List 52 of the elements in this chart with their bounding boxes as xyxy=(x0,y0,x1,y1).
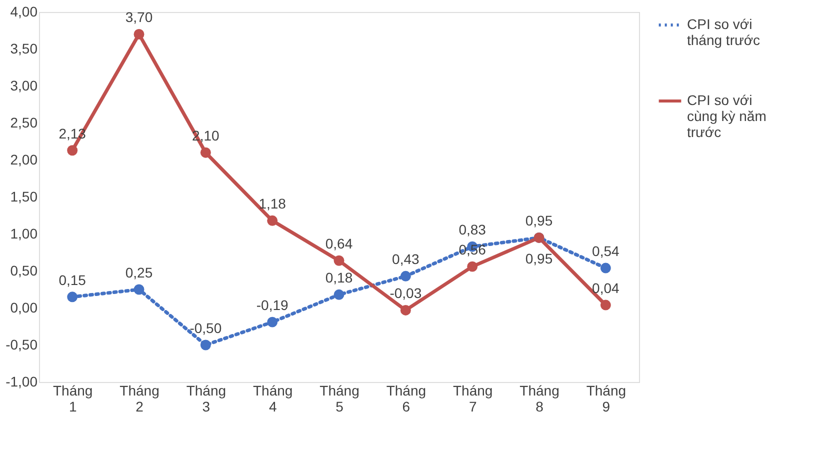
x-tick-label: Tháng 2 xyxy=(120,382,160,414)
point xyxy=(200,340,211,350)
data-label: 0,18 xyxy=(325,270,353,286)
point xyxy=(200,147,211,158)
y-tick-label: 2,50 xyxy=(10,114,38,130)
x-tick-label: Tháng 3 xyxy=(186,382,226,414)
legend-label: CPI so với tháng trước xyxy=(687,16,760,48)
point xyxy=(67,145,78,156)
data-label: 0,25 xyxy=(125,264,153,280)
point xyxy=(600,262,611,274)
legend-label: CPI so với cùng kỳ năm trước xyxy=(687,92,766,140)
y-tick-label: 3,00 xyxy=(10,78,38,94)
x-tick-label: Tháng 8 xyxy=(520,382,560,414)
x-tick-label: Tháng 1 xyxy=(52,382,93,414)
data-label: 3,70 xyxy=(125,9,153,26)
point xyxy=(67,292,78,302)
x-tick-label: Tháng 6 xyxy=(386,382,426,414)
point xyxy=(467,261,478,272)
point xyxy=(400,270,411,282)
point xyxy=(334,255,344,266)
data-label: 1,18 xyxy=(258,196,286,212)
y-tick-label: 3,50 xyxy=(10,40,38,56)
data-label: 0,43 xyxy=(392,251,420,268)
x-tick-label: Tháng 7 xyxy=(452,382,493,414)
point xyxy=(134,284,144,295)
y-tick-label: 2,00 xyxy=(10,152,38,168)
point xyxy=(400,304,411,316)
data-label: 0,83 xyxy=(458,222,486,238)
y-tick-label: 1,00 xyxy=(10,226,38,242)
y-tick-label: -0,50 xyxy=(6,336,38,352)
x-tick-label: Tháng 5 xyxy=(320,382,360,414)
point xyxy=(267,215,278,226)
point xyxy=(134,28,144,40)
y-tick-label: 0,50 xyxy=(10,262,38,278)
data-label: -0,50 xyxy=(190,320,222,336)
data-label: 0,04 xyxy=(592,280,620,296)
point xyxy=(334,289,344,300)
y-tick-label: 4,00 xyxy=(10,4,38,20)
data-label: 0,95 xyxy=(525,212,553,229)
data-label: -0,19 xyxy=(256,297,288,314)
point xyxy=(600,300,611,310)
x-tick-label: Tháng 9 xyxy=(586,382,626,414)
data-label: 0,15 xyxy=(58,272,86,288)
y-tick-label: 1,50 xyxy=(10,188,38,204)
y-tick-label: -1,00 xyxy=(6,374,38,390)
y-tick-label: 0,00 xyxy=(10,300,38,316)
x-tick-label: Tháng 4 xyxy=(252,382,293,414)
point xyxy=(267,316,278,328)
data-label: 0,64 xyxy=(325,236,353,252)
data-label: -0,03 xyxy=(390,285,422,302)
data-label: 0,54 xyxy=(592,243,620,260)
data-label: 0,95 xyxy=(525,250,553,267)
